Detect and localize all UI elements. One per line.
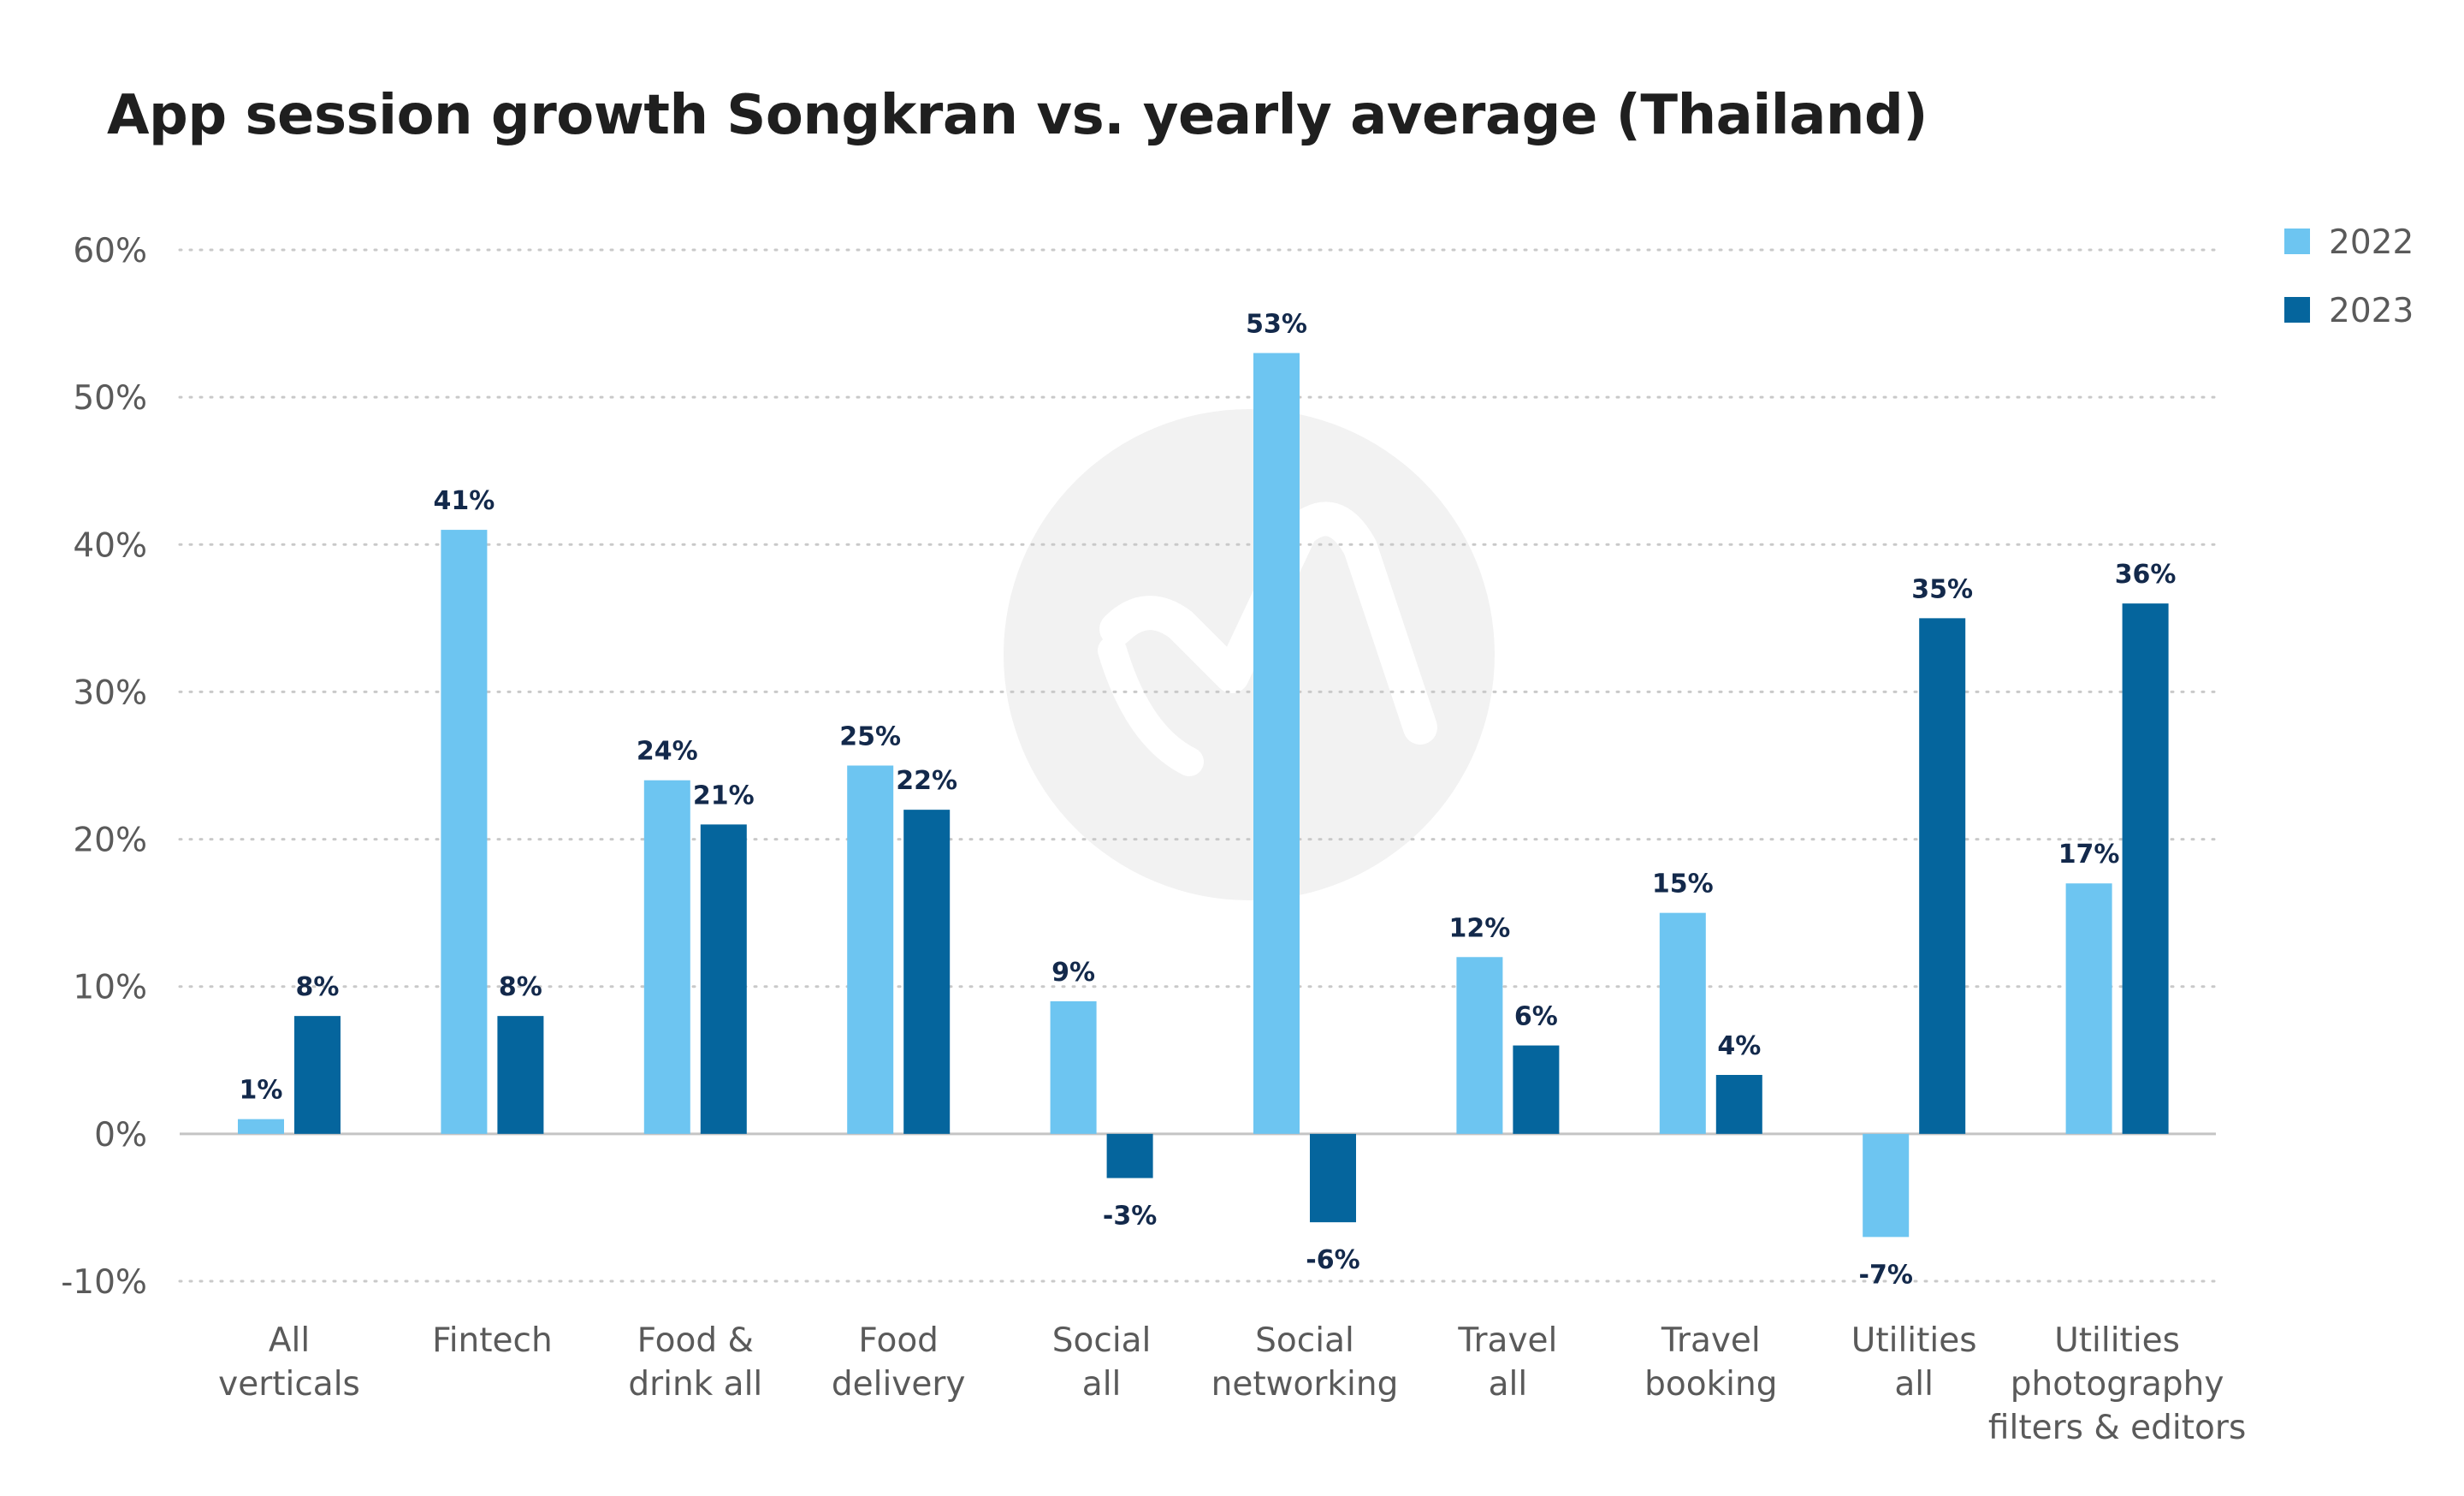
x-category-label: Social all (1052, 1321, 1152, 1404)
data-label: 41% (433, 486, 495, 516)
bar-2022-0 (238, 1119, 284, 1134)
bar-2023-1 (497, 1016, 544, 1134)
data-label: 8% (296, 972, 340, 1002)
bar-2023-3 (903, 810, 951, 1134)
data-label: 12% (1448, 913, 1510, 943)
data-label: 17% (2058, 840, 2120, 870)
bars (238, 353, 2169, 1238)
x-category-label: Food & drink all (628, 1321, 762, 1404)
data-label: -7% (1859, 1260, 1913, 1290)
legend-swatch (2284, 229, 2310, 254)
bar-2022-5 (1253, 353, 1300, 1134)
bar-2023-8 (1919, 618, 1966, 1134)
legend-label: 2022 (2329, 223, 2414, 262)
bar-2023-7 (1715, 1075, 1762, 1134)
watermark-logo (1004, 409, 1495, 900)
data-label: 21% (693, 781, 755, 810)
data-label: 25% (839, 722, 901, 752)
bar-2022-1 (441, 530, 488, 1134)
x-category-label: Travel booking (1644, 1321, 1777, 1404)
x-category-label: Social networking (1211, 1321, 1399, 1404)
data-label: 36% (2115, 560, 2177, 590)
data-label: 8% (499, 972, 542, 1002)
data-labels: 1% 41% 24% 25% 9% 53% 12% 15% -7% 17% 8% 8% 21% 22% -3… (240, 310, 2177, 1291)
x-category-label: Food delivery (832, 1321, 966, 1404)
data-label: -3% (1103, 1202, 1157, 1232)
data-label: 15% (1652, 870, 1714, 899)
chart-title: App session growth Songkran vs. yearly a… (107, 84, 1928, 147)
y-tick-label: 20% (73, 822, 147, 860)
bar-2022-6 (1456, 957, 1503, 1134)
x-category-label: All verticals (218, 1321, 360, 1404)
x-category-label: Utilities photography filters & editors (1988, 1321, 2246, 1447)
y-tick-label: 10% (73, 969, 147, 1007)
data-label: 22% (896, 766, 957, 796)
bar-2022-7 (1659, 912, 1706, 1134)
data-label: 53% (1246, 310, 1307, 340)
bar-2022-3 (847, 765, 894, 1134)
bar-2023-4 (1106, 1133, 1153, 1178)
bar-2023-0 (294, 1016, 341, 1134)
y-tick-label: -10% (61, 1263, 147, 1302)
legend-label: 2023 (2329, 292, 2414, 330)
data-label: 24% (637, 737, 698, 767)
data-label: 1% (240, 1076, 283, 1106)
bar-2023-2 (700, 824, 747, 1134)
x-axis: All verticals Fintech Food & drink all Food de… (218, 1321, 2246, 1447)
bar-2022-9 (2065, 883, 2112, 1134)
bar-2022-2 (643, 780, 690, 1134)
x-category-label: Travel all (1457, 1321, 1557, 1404)
x-category-label: Fintech (432, 1321, 553, 1360)
data-label: 35% (1911, 574, 1973, 604)
y-tick-label: 30% (73, 674, 147, 712)
y-axis: -10% 0% 10% 20% 30% 40% 50% 60% (61, 232, 147, 1302)
y-tick-label: 40% (73, 526, 147, 565)
y-tick-label: 50% (73, 379, 147, 418)
legend: 2022 2023 (2284, 223, 2414, 330)
x-category-label: Utilities all (1851, 1321, 1977, 1404)
bar-2023-6 (1513, 1045, 1560, 1134)
bar-2023-9 (2122, 603, 2169, 1134)
data-label: 4% (1717, 1031, 1761, 1061)
data-label: 9% (1051, 958, 1095, 988)
bar-2023-5 (1310, 1133, 1356, 1223)
y-tick-label: 0% (94, 1116, 147, 1155)
bar-2022-8 (1863, 1133, 1910, 1238)
legend-swatch (2284, 297, 2310, 323)
gridlines (178, 248, 2218, 1283)
data-label: -6% (1306, 1245, 1359, 1275)
data-label: 6% (1514, 1002, 1558, 1032)
bar-2022-4 (1050, 1000, 1097, 1134)
y-tick-label: 60% (73, 232, 147, 270)
